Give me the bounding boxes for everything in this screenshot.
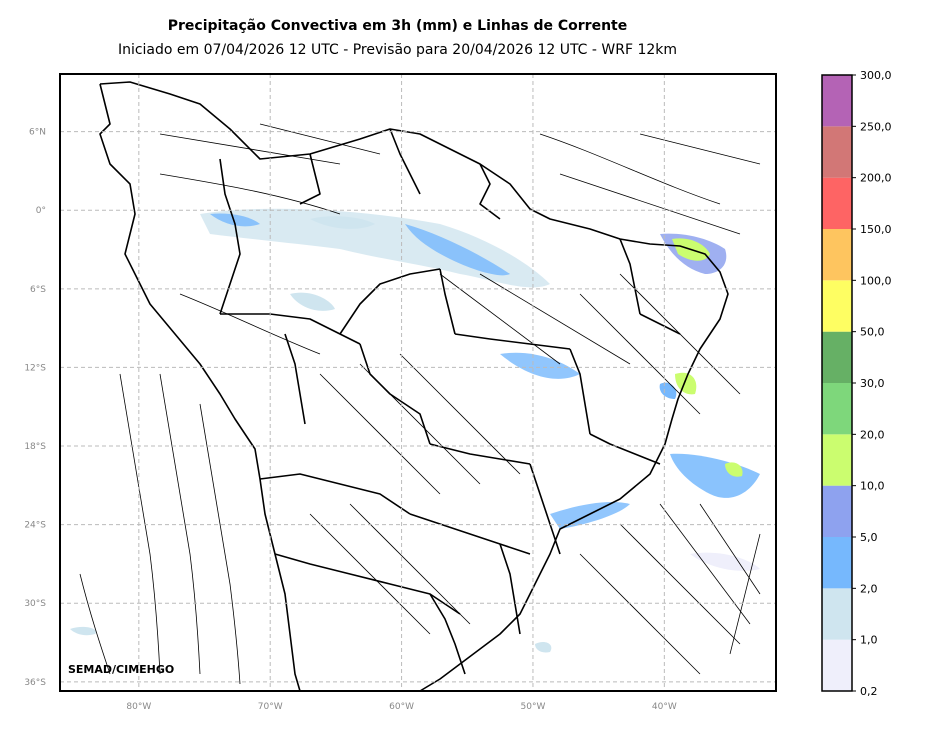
streamlines-layer — [79, 123, 761, 685]
lon-label: 40°W — [652, 702, 677, 712]
lat-label: 12°S — [24, 363, 46, 373]
colorbar-label: 50,0 — [860, 326, 885, 339]
colorbar: 0,2 1,0 2,0 5,0 10,0 20,0 30,0 50,0 100,0 150,0 20… — [821, 70, 892, 698]
lat-label: 18°S — [24, 442, 46, 452]
colorbar-bin — [822, 126, 852, 178]
colorbar-bin — [822, 485, 852, 537]
colorbar-label: 20,0 — [860, 428, 885, 441]
lat-label: 6°N — [29, 128, 46, 138]
colorbar-label: 5,0 — [860, 531, 878, 544]
gridlines: 80°W 70°W 60°W 50°W 40°W — [60, 74, 776, 712]
colorbar-bin — [822, 75, 852, 127]
precipitation-layer — [70, 208, 760, 653]
colorbar-label: 150,0 — [860, 223, 892, 236]
lat-label: 6°S — [30, 285, 46, 295]
colorbar-label: 300,0 — [860, 70, 892, 82]
lat-label: 24°S — [24, 521, 46, 531]
colorbar-bin — [822, 177, 852, 229]
colorbar-label: 1,0 — [860, 634, 878, 647]
colorbar-label: 0,2 — [860, 685, 878, 698]
credit-label: SEMAD/CIMEHGO — [68, 663, 175, 676]
colorbar-bin — [822, 229, 852, 281]
lon-label: 50°W — [521, 702, 546, 712]
colorbar-bin — [822, 331, 852, 383]
colorbar-label: 10,0 — [860, 480, 885, 493]
colorbar-label: 250,0 — [860, 120, 892, 133]
colorbar-bin — [822, 588, 852, 640]
lat-axis: 6°N 0° 6°S 12°S 18°S 24°S 30°S 36°S — [24, 128, 46, 688]
colorbar-label: 30,0 — [860, 377, 885, 390]
lon-label: 60°W — [389, 702, 414, 712]
colorbar-label: 2,0 — [860, 582, 878, 595]
lat-label: 30°S — [24, 599, 46, 609]
colorbar-label: 200,0 — [860, 172, 892, 185]
lon-label: 80°W — [126, 702, 151, 712]
chart-subtitle: Iniciado em 07/04/2026 12 UTC - Previsão… — [117, 42, 678, 58]
colorbar-bin — [822, 537, 852, 589]
colorbar-bin — [822, 383, 852, 435]
colorbar-label: 100,0 — [860, 274, 892, 287]
lat-label: 0° — [36, 206, 46, 216]
colorbar-bin — [822, 639, 852, 691]
chart-title: Precipitação Convectiva em 3h (mm) e Lin… — [167, 18, 628, 34]
precipitation-map: 80°W 70°W 60°W 50°W 40°W — [59, 73, 777, 712]
lat-label: 36°S — [24, 678, 46, 688]
colorbar-bin — [822, 280, 852, 332]
colorbar-bin — [822, 434, 852, 486]
lon-label: 70°W — [258, 702, 283, 712]
